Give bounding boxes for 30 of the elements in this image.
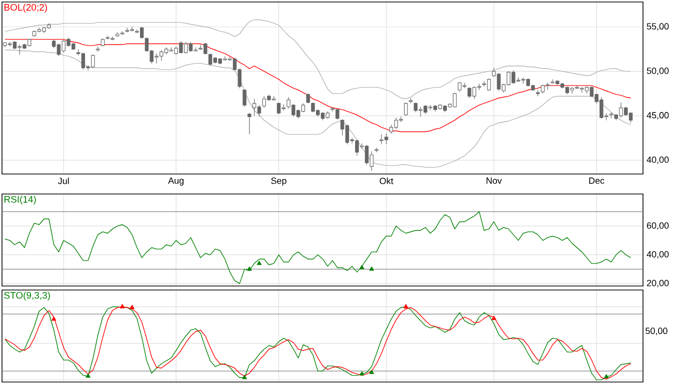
chart-title: RSI(14)	[4, 196, 36, 205]
point	[130, 304, 135, 310]
point	[604, 374, 609, 378]
point	[359, 371, 364, 376]
x-tick-label: Sep	[271, 178, 286, 186]
point	[491, 316, 496, 320]
candlestick	[404, 102, 408, 116]
candlestick	[306, 93, 310, 104]
point	[51, 316, 56, 321]
y-tick-label: 45,00	[646, 112, 669, 120]
x-tick-label: Jul	[58, 178, 69, 184]
y-tick-label: 55,00	[646, 23, 669, 31]
point	[242, 374, 247, 380]
candlestick	[242, 88, 246, 108]
y-tick-label: 20,00	[646, 280, 669, 288]
point	[120, 304, 125, 308]
x-tick-label: Okt	[380, 178, 394, 184]
point	[403, 304, 408, 308]
x-tick-label: Aug	[168, 178, 184, 186]
chart-title: STO(9,3,3)	[4, 292, 50, 301]
chart-title: BOL(20;2)	[4, 4, 47, 13]
x-tick-label: Nov	[486, 178, 502, 184]
y-tick-label: 40,00	[646, 156, 669, 164]
y-tick-label: 60,00	[646, 222, 669, 230]
candlestick	[248, 112, 252, 135]
x-tick-label: Dec	[589, 178, 604, 184]
point	[86, 373, 91, 378]
point	[369, 370, 374, 374]
y-tick-label: 40,00	[646, 251, 669, 259]
y-tick-label: 50,00	[646, 68, 669, 76]
